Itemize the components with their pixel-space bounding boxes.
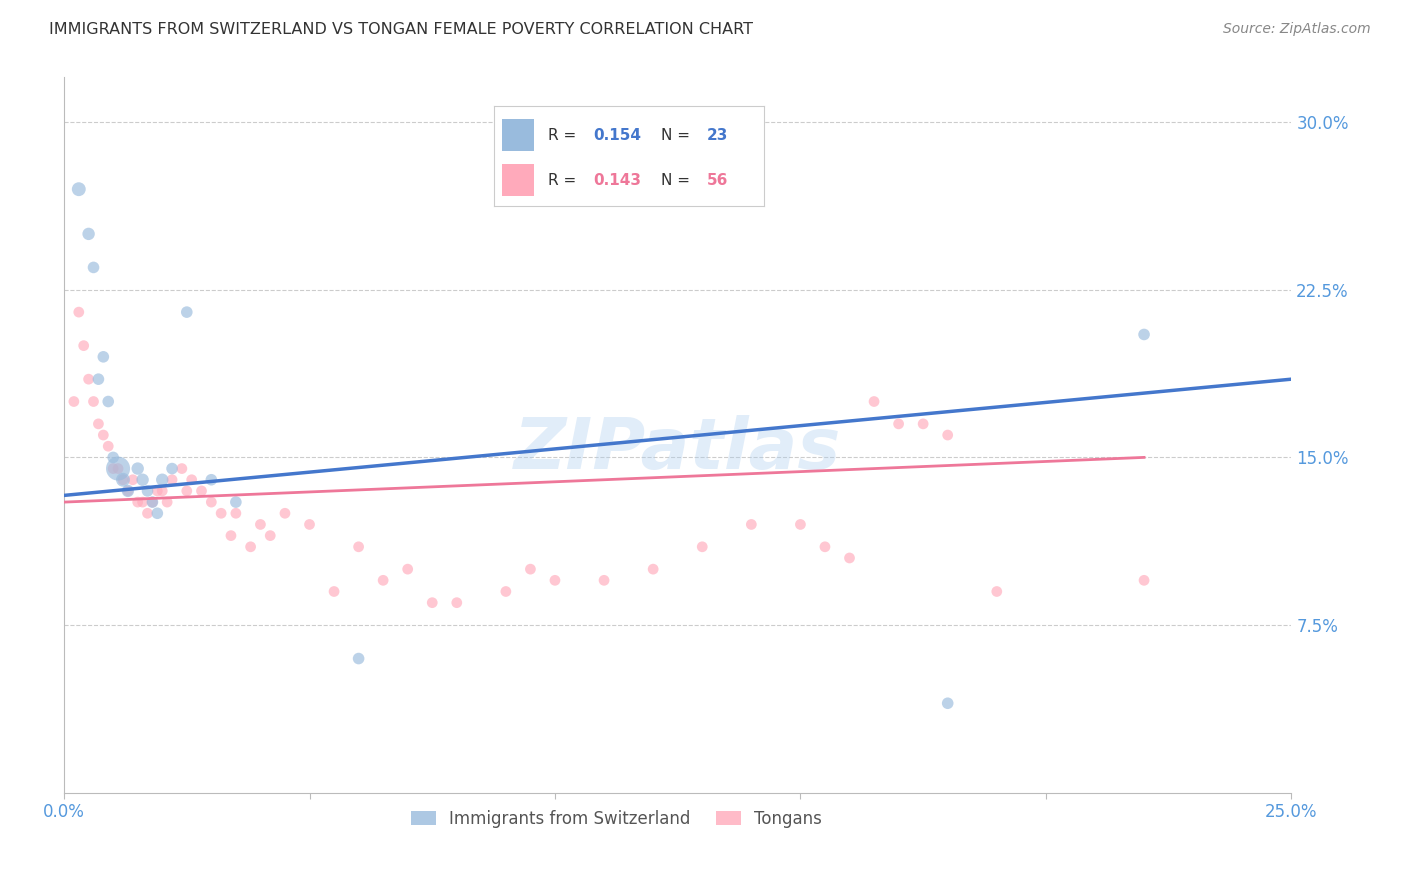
Point — [87, 372, 110, 386]
Point — [150, 483, 173, 498]
Point — [936, 428, 959, 442]
Point — [77, 227, 100, 241]
Point — [127, 495, 149, 509]
Legend: Immigrants from Switzerland, Tongans: Immigrants from Switzerland, Tongans — [404, 803, 828, 834]
Point — [396, 562, 419, 576]
Point — [136, 483, 159, 498]
Point — [200, 473, 222, 487]
Point — [63, 394, 86, 409]
Point — [160, 461, 183, 475]
Point — [446, 596, 468, 610]
Point — [274, 506, 297, 520]
Point — [150, 473, 173, 487]
Point — [838, 551, 860, 566]
Point — [209, 506, 232, 520]
Text: Source: ZipAtlas.com: Source: ZipAtlas.com — [1223, 22, 1371, 37]
Point — [249, 517, 271, 532]
Point — [156, 495, 179, 509]
Point — [83, 260, 105, 275]
Point — [593, 574, 616, 588]
Point — [495, 584, 517, 599]
Point — [97, 439, 120, 453]
Point — [1133, 327, 1156, 342]
Point — [107, 461, 129, 475]
Point — [936, 696, 959, 710]
Point — [91, 428, 114, 442]
Point — [690, 540, 713, 554]
Point — [347, 540, 370, 554]
Point — [643, 562, 665, 576]
Text: IMMIGRANTS FROM SWITZERLAND VS TONGAN FEMALE POVERTY CORRELATION CHART: IMMIGRANTS FROM SWITZERLAND VS TONGAN FE… — [49, 22, 754, 37]
Point — [219, 528, 242, 542]
Point — [239, 540, 262, 554]
Point — [97, 394, 120, 409]
Point — [141, 495, 163, 509]
Point — [190, 483, 212, 498]
Point — [170, 461, 193, 475]
Point — [544, 574, 567, 588]
Point — [117, 483, 139, 498]
Point — [740, 517, 762, 532]
Point — [160, 473, 183, 487]
Point — [77, 372, 100, 386]
Point — [67, 305, 90, 319]
Point — [87, 417, 110, 431]
Point — [912, 417, 935, 431]
Point — [136, 506, 159, 520]
Point — [117, 483, 139, 498]
Text: ZIPatlas: ZIPatlas — [515, 415, 841, 483]
Point — [373, 574, 395, 588]
Point — [789, 517, 811, 532]
Point — [121, 473, 143, 487]
Point — [180, 473, 202, 487]
Point — [146, 506, 169, 520]
Point — [420, 596, 443, 610]
Point — [1133, 574, 1156, 588]
Point — [519, 562, 541, 576]
Point — [141, 495, 163, 509]
Point — [67, 182, 90, 196]
Point — [83, 394, 105, 409]
Point — [107, 461, 129, 475]
Point — [347, 651, 370, 665]
Point — [111, 473, 134, 487]
Point — [225, 495, 247, 509]
Point — [986, 584, 1008, 599]
Point — [200, 495, 222, 509]
Point — [131, 473, 153, 487]
Point — [887, 417, 910, 431]
Point — [73, 338, 96, 352]
Point — [176, 305, 198, 319]
Point — [863, 394, 886, 409]
Point — [127, 461, 149, 475]
Point — [101, 461, 124, 475]
Point — [814, 540, 837, 554]
Point — [91, 350, 114, 364]
Point — [298, 517, 321, 532]
Point — [111, 473, 134, 487]
Point — [101, 450, 124, 465]
Point — [225, 506, 247, 520]
Point — [176, 483, 198, 498]
Point — [323, 584, 346, 599]
Point — [146, 483, 169, 498]
Point — [131, 495, 153, 509]
Point — [259, 528, 281, 542]
